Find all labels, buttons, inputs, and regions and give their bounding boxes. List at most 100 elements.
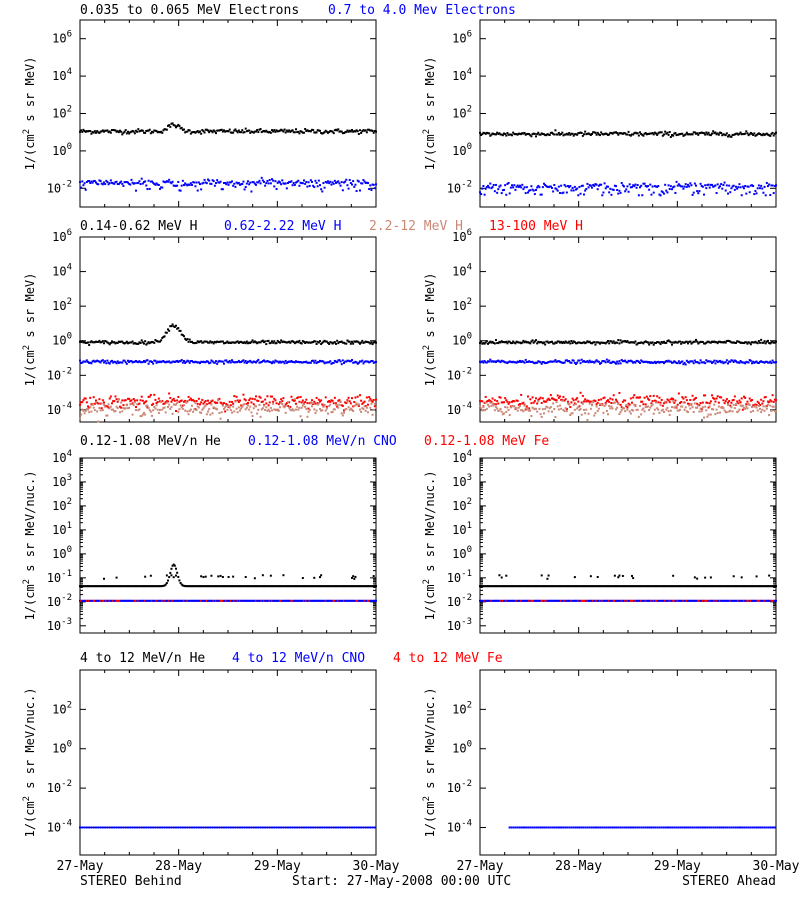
- data-point: [748, 362, 750, 364]
- data-point: [313, 186, 315, 188]
- data-point: [329, 360, 331, 362]
- data-point: [728, 185, 730, 187]
- data-point: [494, 190, 496, 192]
- data-point: [205, 576, 207, 578]
- data-point: [106, 415, 108, 417]
- data-point: [87, 341, 89, 343]
- data-point: [703, 417, 705, 419]
- data-point: [758, 340, 760, 342]
- data-point: [104, 826, 106, 828]
- data-point: [136, 403, 138, 405]
- data-point: [653, 344, 655, 346]
- data-point: [658, 397, 660, 399]
- data-point: [722, 399, 724, 401]
- data-point: [100, 826, 102, 828]
- data-point: [488, 187, 490, 189]
- data-point: [725, 190, 727, 192]
- data-point: [273, 362, 275, 364]
- data-point: [505, 411, 507, 413]
- data-point: [615, 408, 617, 410]
- data-point: [298, 826, 300, 828]
- data-point: [569, 342, 571, 344]
- data-point: [552, 190, 554, 192]
- data-point: [574, 409, 576, 411]
- data-point: [550, 394, 552, 396]
- data-point: [738, 183, 740, 185]
- data-point: [710, 400, 712, 402]
- data-point: [681, 360, 683, 362]
- data-point: [551, 341, 553, 343]
- data-point: [194, 402, 196, 404]
- data-point: [364, 401, 366, 403]
- data-point: [553, 184, 555, 186]
- y-axis-label: 1/(cm2 s sr MeV/nuc.): [22, 471, 37, 621]
- data-point: [573, 404, 575, 406]
- data-point: [506, 401, 508, 403]
- data-point: [629, 183, 631, 185]
- data-series: [79, 122, 377, 135]
- data-point: [170, 568, 172, 570]
- data-point: [273, 340, 275, 342]
- data-point: [360, 411, 362, 413]
- data-point: [716, 192, 718, 194]
- data-point: [310, 826, 312, 828]
- data-point: [81, 180, 83, 182]
- data-point: [646, 396, 648, 398]
- data-point: [207, 400, 209, 402]
- data-point: [228, 184, 230, 186]
- data-point: [653, 133, 655, 135]
- data-point: [82, 399, 84, 401]
- data-point: [132, 826, 134, 828]
- data-point: [332, 400, 334, 402]
- data-point: [168, 330, 170, 332]
- data-point: [359, 394, 361, 396]
- data-point: [236, 396, 238, 398]
- data-point: [652, 404, 654, 406]
- data-point: [318, 180, 320, 182]
- data-point: [509, 826, 511, 828]
- data-point: [757, 187, 759, 189]
- data-point: [121, 362, 123, 364]
- data-point: [280, 339, 282, 341]
- data-point: [130, 403, 132, 405]
- data-point: [342, 189, 344, 191]
- data-point: [79, 181, 81, 183]
- y-tick-label: 10-2: [47, 366, 72, 382]
- data-point: [644, 183, 646, 185]
- data-point: [118, 826, 120, 828]
- data-point: [176, 572, 178, 574]
- data-point: [220, 575, 222, 577]
- data-point: [338, 182, 340, 184]
- data-point: [640, 413, 642, 415]
- data-point: [496, 400, 498, 402]
- data-point: [160, 339, 162, 341]
- legend-entry: 4 to 12 MeV Fe: [393, 651, 503, 666]
- data-point: [711, 184, 713, 186]
- data-point: [726, 132, 728, 134]
- data-point: [568, 341, 570, 343]
- data-point: [182, 408, 184, 410]
- data-point: [609, 398, 611, 400]
- data-point: [759, 408, 761, 410]
- data-point: [82, 410, 84, 412]
- data-point: [138, 180, 140, 182]
- data-point: [535, 339, 537, 341]
- data-point: [487, 404, 489, 406]
- data-point: [348, 406, 350, 408]
- data-point: [80, 414, 82, 416]
- data-point: [759, 187, 761, 189]
- y-tick-label: 106: [452, 30, 472, 46]
- data-point: [614, 402, 616, 404]
- data-point: [689, 408, 691, 410]
- data-point: [269, 826, 271, 828]
- data-point: [565, 407, 567, 409]
- data-point: [607, 413, 609, 415]
- y-tick-label: 10-2: [447, 179, 472, 195]
- y-tick-label: 106: [452, 228, 472, 244]
- data-point: [189, 362, 191, 364]
- data-point: [704, 394, 706, 396]
- data-point: [684, 409, 686, 411]
- data-point: [374, 826, 376, 828]
- data-point: [762, 405, 764, 407]
- data-point: [296, 406, 298, 408]
